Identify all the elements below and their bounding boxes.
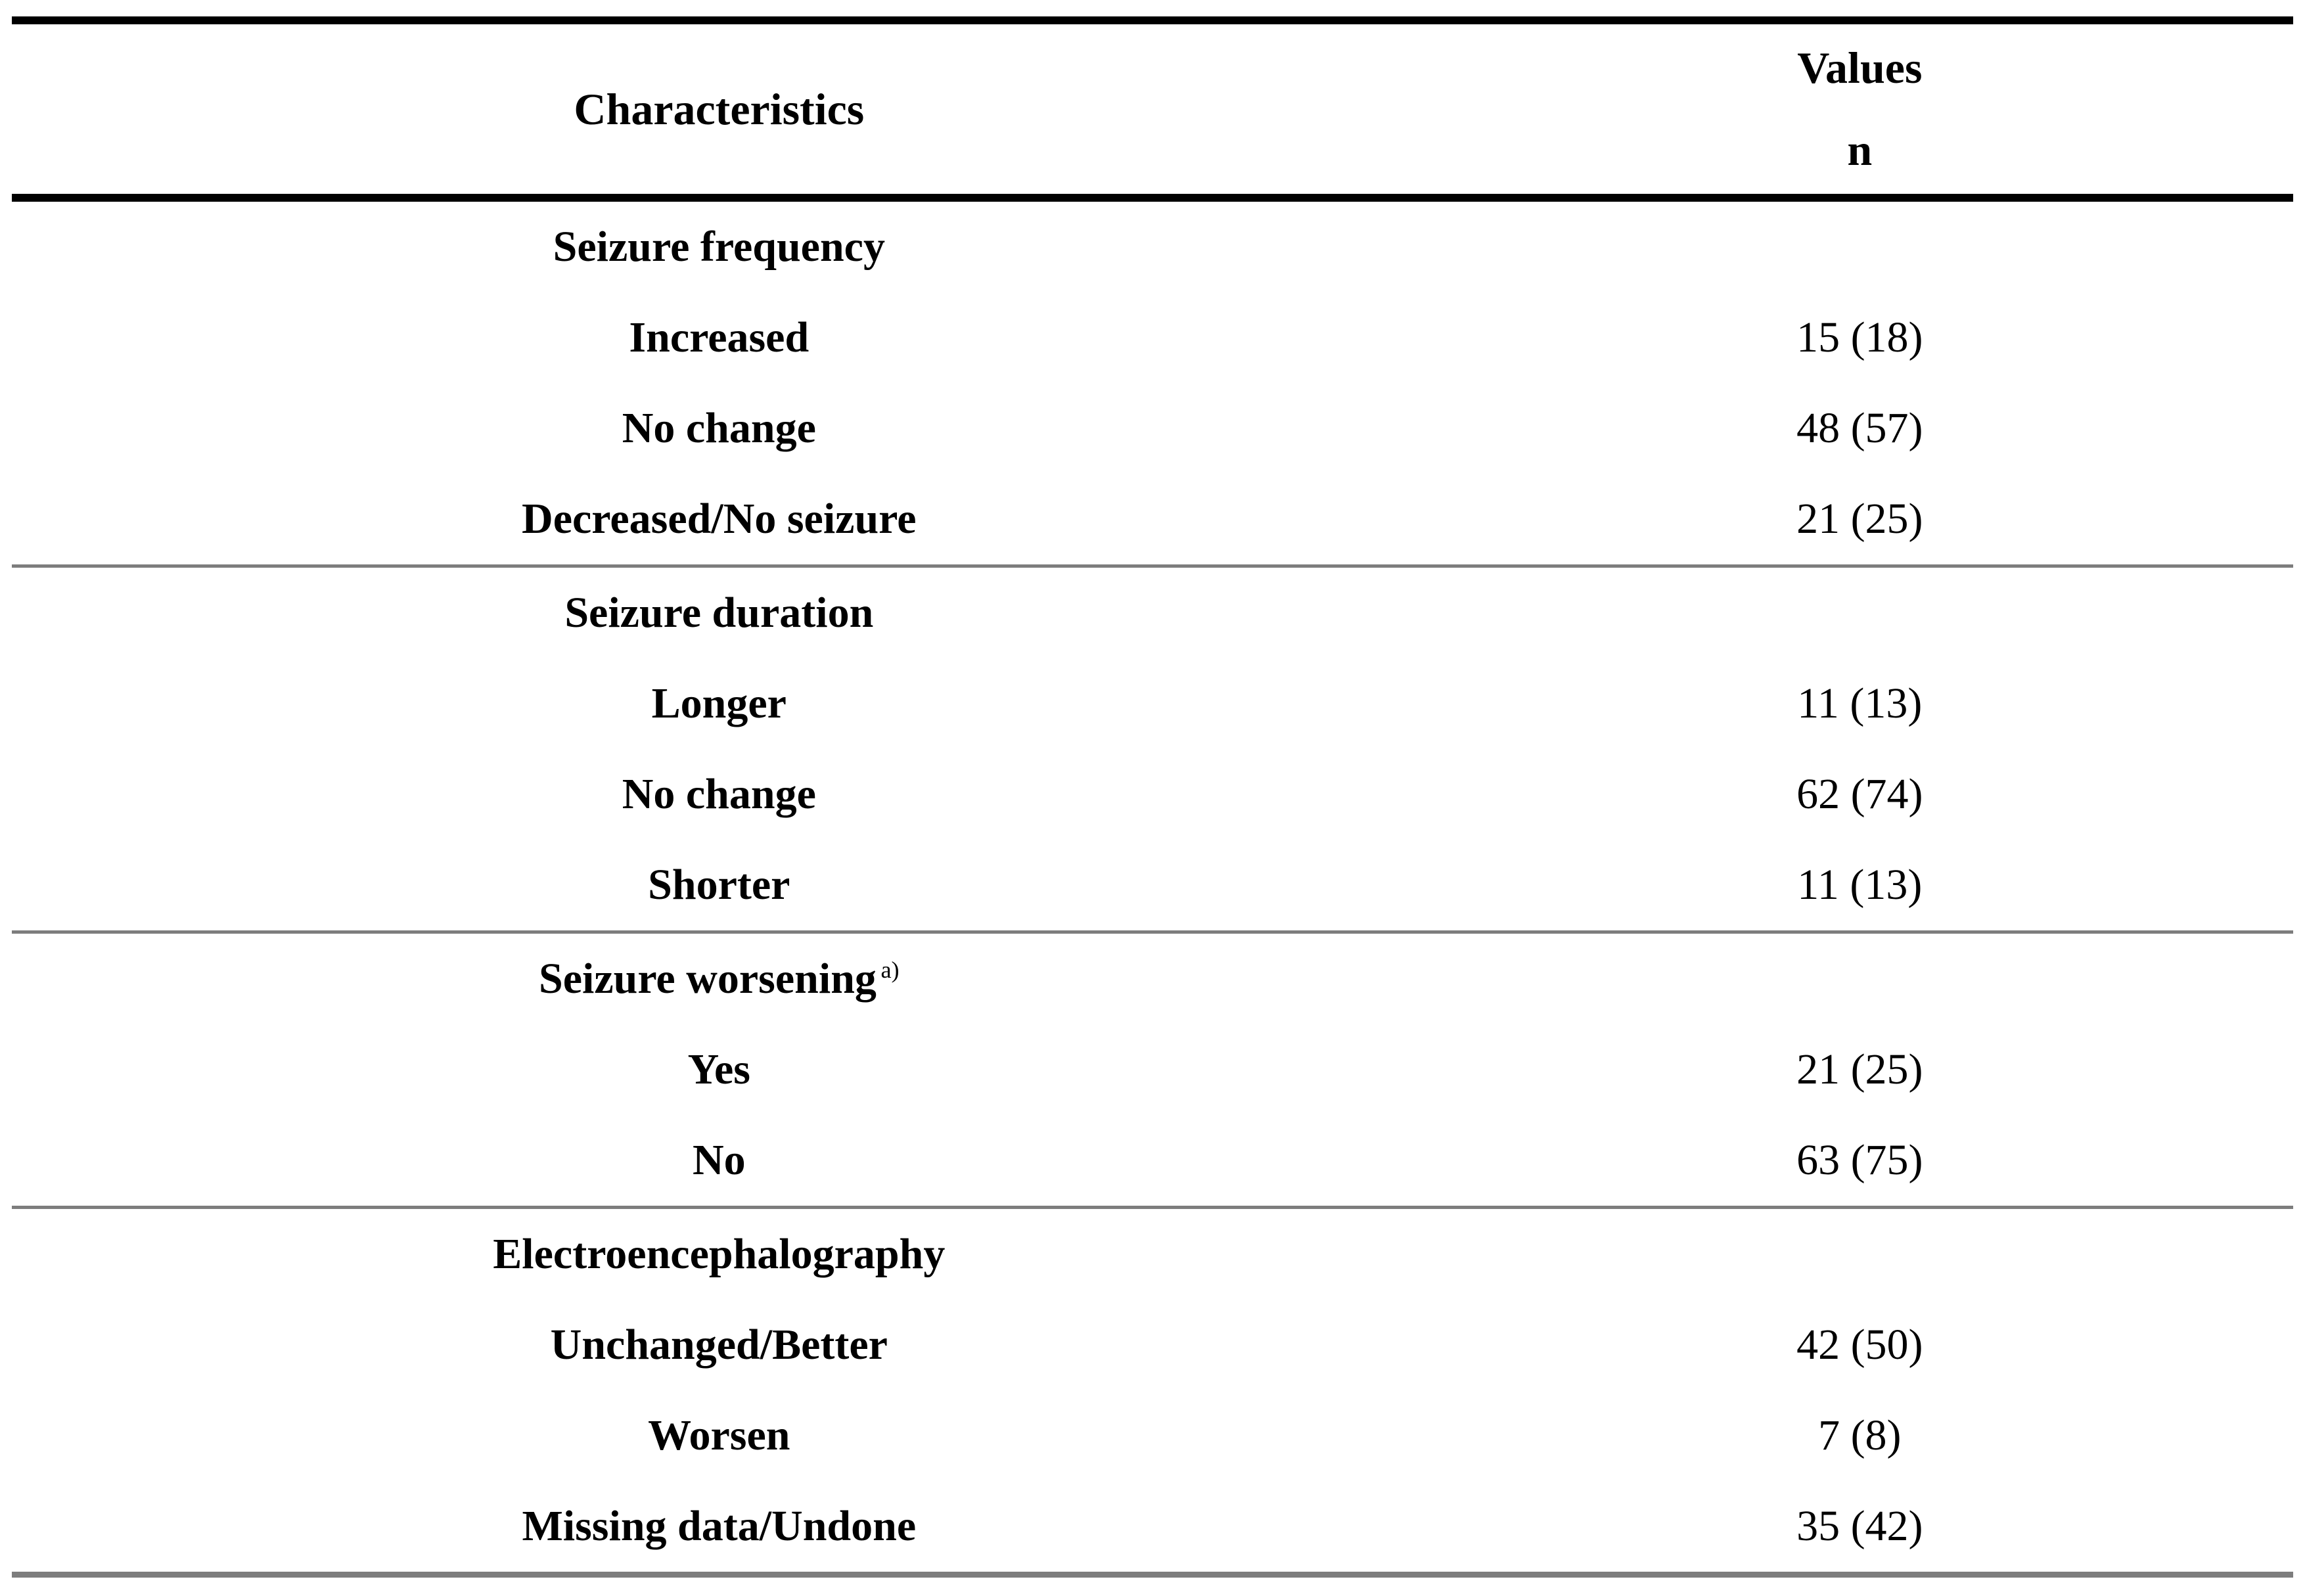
section-title: Seizure duration <box>564 589 874 637</box>
row-value: 62 (74) <box>1796 770 1923 818</box>
values-header-line2: n <box>1847 125 1873 175</box>
column-header-characteristics: Characteristics <box>12 16 1426 202</box>
row-label: Increased <box>629 313 810 361</box>
section-header-row: Electroencephalography <box>12 1208 2293 1300</box>
section-title: Seizure worsening a) <box>12 932 1426 1025</box>
table-row: Shorter 11 (13) <box>12 840 2293 934</box>
table-row: No 63 (75) <box>12 1115 2293 1209</box>
table-row: No change 48 (57) <box>12 383 2293 474</box>
table-row: No change 62 (74) <box>12 749 2293 840</box>
row-label: No change <box>622 770 816 818</box>
row-label: No <box>12 1115 1426 1209</box>
section-title-value-blank <box>1426 1208 2293 1300</box>
table-row: Missing data/Undone 35 (42) <box>12 1481 2293 1578</box>
row-label: Shorter <box>12 840 1426 934</box>
row-value: 63 (75) <box>1426 1115 2293 1209</box>
characteristics-table: Characteristics Values n Seizure frequen… <box>12 16 2293 1578</box>
row-value: 11 (13) <box>1797 679 1923 727</box>
row-label: No change <box>622 404 816 452</box>
row-label: Worsen <box>648 1411 790 1459</box>
section-title: Electroencephalography <box>493 1230 946 1278</box>
table-row: Unchanged/Better 42 (50) <box>12 1300 2293 1390</box>
row-value: 15 (18) <box>1796 313 1923 361</box>
table-row: Yes 21 (25) <box>12 1024 2293 1115</box>
section-title-value-blank <box>1426 198 2293 292</box>
paper-table-page: Characteristics Values n Seizure frequen… <box>0 16 2305 1596</box>
row-value: 7 (8) <box>1818 1411 1902 1459</box>
values-header-line1: Values <box>1797 43 1923 93</box>
footnote-marker: a) <box>880 957 900 983</box>
table-header-row: Characteristics Values n <box>12 16 2293 202</box>
row-value: 42 (50) <box>1796 1321 1923 1369</box>
row-label: Decreased/No seizure <box>12 474 1426 568</box>
row-value: 35 (42) <box>1426 1481 2293 1578</box>
row-label: Longer <box>651 679 787 727</box>
row-label: Missing data/Undone <box>12 1481 1426 1578</box>
column-header-values: Values n <box>1426 16 2293 202</box>
section-title-value-blank <box>1426 932 2293 1025</box>
table-row: Longer 11 (13) <box>12 658 2293 749</box>
row-label: Unchanged/Better <box>550 1321 888 1369</box>
table-row: Decreased/No seizure 21 (25) <box>12 474 2293 568</box>
table-row: Worsen 7 (8) <box>12 1390 2293 1481</box>
table-row: Increased 15 (18) <box>12 292 2293 383</box>
row-value: 48 (57) <box>1796 404 1923 452</box>
section-header-row: Seizure worsening a) <box>12 932 2293 1025</box>
row-label: Yes <box>687 1045 750 1093</box>
section-title-value-blank <box>1426 566 2293 659</box>
section-header-row: Seizure frequency <box>12 198 2293 292</box>
section-title: Seizure frequency <box>553 223 885 271</box>
row-value: 11 (13) <box>1426 840 2293 934</box>
row-value: 21 (25) <box>1426 474 2293 568</box>
row-value: 21 (25) <box>1796 1045 1923 1093</box>
section-title-text: Seizure worsening <box>538 955 877 1003</box>
section-header-row: Seizure duration <box>12 566 2293 659</box>
